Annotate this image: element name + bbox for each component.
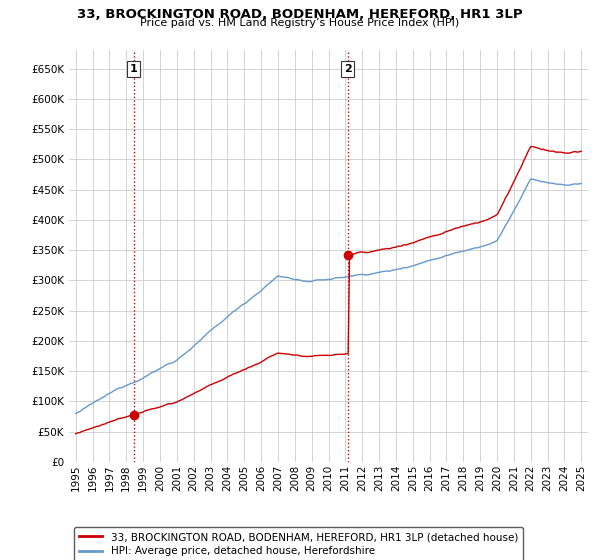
Legend: 33, BROCKINGTON ROAD, BODENHAM, HEREFORD, HR1 3LP (detached house), HPI: Average: 33, BROCKINGTON ROAD, BODENHAM, HEREFORD… [74,527,523,560]
Text: Price paid vs. HM Land Registry’s House Price Index (HPI): Price paid vs. HM Land Registry’s House … [140,18,460,29]
Text: 2: 2 [344,64,352,74]
Text: 1: 1 [130,64,137,74]
Text: 33, BROCKINGTON ROAD, BODENHAM, HEREFORD, HR1 3LP: 33, BROCKINGTON ROAD, BODENHAM, HEREFORD… [77,8,523,21]
